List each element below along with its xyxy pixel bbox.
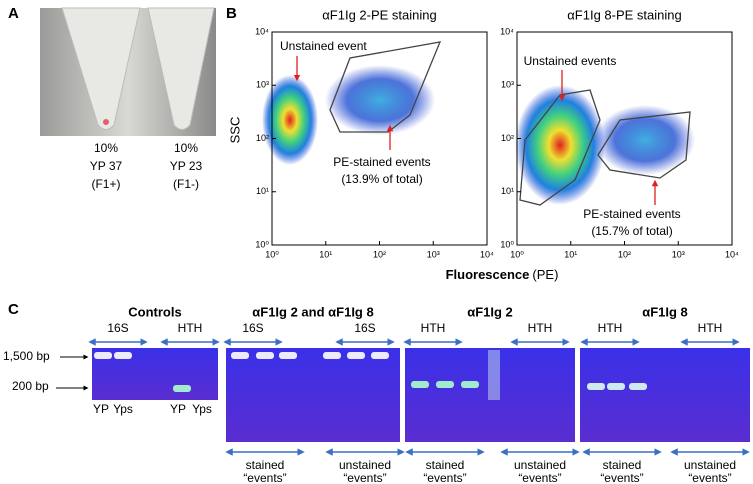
gel-band (629, 383, 647, 390)
annotation: (13.9% of total) (341, 172, 422, 186)
x-tick-label: 10¹ (319, 249, 332, 259)
x-tick-label: 10³ (672, 249, 685, 259)
scatter-1 (262, 41, 442, 165)
tube-label: 10% (174, 141, 198, 155)
y-tick-label: 10¹ (501, 186, 514, 196)
lane-label: HTH (698, 321, 723, 335)
group-label: “events” (688, 471, 731, 484)
x-tick-label: 10⁰ (265, 249, 279, 259)
gel (92, 348, 218, 400)
size-marker: 200 bp (12, 379, 49, 393)
gel-band (256, 352, 274, 359)
size-marker: 1,500 bp (3, 349, 50, 363)
tube-label: YP 37 (90, 159, 123, 173)
y-tick-label: 10¹ (256, 186, 269, 196)
tube-label: (F1-) (173, 177, 199, 191)
y-tick-label: 10³ (256, 80, 269, 90)
gel-band (607, 383, 625, 390)
x-axis-label: Fluorescence (PE) (446, 267, 559, 282)
lane-label: 16S (354, 321, 375, 335)
gel-title: αF1Ig 2 (467, 304, 513, 319)
gel-band (323, 352, 341, 359)
gel-band (587, 383, 605, 390)
group-label: “events” (600, 471, 643, 484)
group-label: unstained (684, 458, 736, 472)
group-label: unstained (339, 458, 391, 472)
x-tick-label: 10⁴ (725, 249, 739, 259)
y-tick-label: 10³ (501, 80, 514, 90)
lane-label: HTH (421, 321, 446, 335)
group-label: “events” (243, 471, 286, 484)
annotation: Unstained events (524, 54, 617, 68)
x-axis-label-text: Fluorescence (446, 267, 530, 282)
lane-label: HTH (178, 321, 203, 335)
tube-label: (F1+) (91, 177, 120, 191)
gel-title: Controls (128, 304, 181, 319)
gel-band (347, 352, 365, 359)
gel-band (371, 352, 389, 359)
gel-band (411, 381, 429, 388)
lane-label: HTH (528, 321, 553, 335)
y-tick-label: 10² (501, 133, 514, 143)
gel-band (231, 352, 249, 359)
lane-label: 16S (242, 321, 263, 335)
lane-name: YP (93, 402, 109, 416)
panel-label: C (8, 301, 19, 318)
group-label: stained (603, 458, 642, 472)
group-label: stained (426, 458, 465, 472)
panel-label: B (226, 5, 237, 22)
x-axis-unit: (PE) (532, 267, 558, 282)
gel-band (173, 385, 191, 392)
y-axis-label: SSC (227, 117, 242, 144)
annotation: Unstained event (280, 39, 367, 53)
gel-band (114, 352, 132, 359)
group-label: unstained (514, 458, 566, 472)
x-tick-label: 10⁰ (510, 249, 524, 259)
gel-band (436, 381, 454, 388)
x-tick-label: 10⁴ (480, 249, 494, 259)
y-tick-label: 10⁰ (255, 239, 269, 249)
lane-name: Yps (192, 402, 212, 416)
gel-band (279, 352, 297, 359)
y-tick-label: 10⁴ (500, 26, 514, 36)
tube-label: 10% (94, 141, 118, 155)
gel-band (461, 381, 479, 388)
scatter-2 (515, 70, 695, 206)
group-label: “events” (343, 471, 386, 484)
x-tick-label: 10² (618, 249, 631, 259)
gel-band (94, 352, 112, 359)
lane-name: YP (170, 402, 186, 416)
group-label: stained (246, 458, 285, 472)
ladder (488, 350, 500, 400)
gel-title: αF1Ig 2 and αF1Ig 8 (252, 304, 373, 319)
annotation: PE-stained events (333, 155, 430, 169)
group-label: “events” (518, 471, 561, 484)
annotation: (15.7% of total) (591, 224, 672, 238)
lane-label: HTH (598, 321, 623, 335)
x-tick-label: 10³ (427, 249, 440, 259)
panel-label: A (8, 5, 19, 22)
group-label: “events” (423, 471, 466, 484)
tube-label: YP 23 (170, 159, 203, 173)
x-tick-label: 10² (373, 249, 386, 259)
y-tick-label: 10⁴ (255, 26, 269, 36)
x-tick-label: 10¹ (564, 249, 577, 259)
lane-name: Yps (113, 402, 133, 416)
y-tick-label: 10⁰ (500, 239, 514, 249)
gel (226, 348, 400, 442)
lane-label: 16S (107, 321, 128, 335)
gel-title: αF1Ig 8 (642, 304, 688, 319)
y-tick-label: 10² (256, 133, 269, 143)
plot-title: αF1Ig 8-PE staining (567, 7, 681, 22)
plot-title: αF1Ig 2-PE staining (322, 7, 436, 22)
annotation: PE-stained events (583, 207, 680, 221)
gel (580, 348, 750, 442)
tube-photo (40, 7, 216, 136)
